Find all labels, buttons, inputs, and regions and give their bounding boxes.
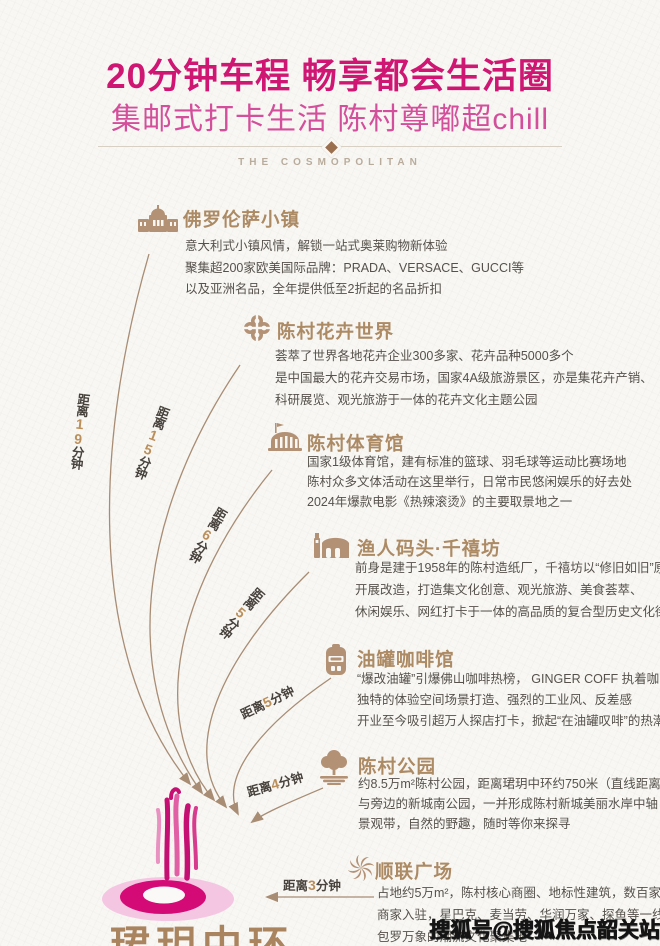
distance-label: 距离4分钟 (245, 770, 306, 800)
location-title: 陈村公园 (358, 756, 437, 777)
location-description: 前身是建于1958年的陈村造纸厂，千禧坊以“修旧如旧”原则 开展改造，打造集文化创… (355, 561, 660, 619)
wharf-icon (312, 530, 350, 565)
tree-icon (318, 748, 350, 790)
distance-label: 距离15分钟 (131, 403, 171, 480)
location-title: 陈村花卉世界 (277, 321, 395, 342)
location-title: 陈村体育馆 (307, 433, 405, 454)
watermark: 搜狐号@搜狐焦点韶关站 (430, 919, 660, 942)
location-description: 约8.5万m²陈村公园，距离珺玥中环约750米（直线距离） 与旁边的新城南公园，一… (358, 777, 660, 831)
location-title: 顺联广场 (375, 861, 454, 882)
landmark-illustration (102, 787, 234, 921)
location-title: 佛罗伦萨小镇 (183, 209, 301, 230)
location-description: 意大利式小镇风情，解锁一站式奥莱购物新体验 聚集超200家欧美国际品牌：PRADA… (185, 239, 524, 296)
distance-label: 距离5分钟 (238, 683, 297, 722)
flower-icon (242, 313, 272, 348)
location-description: 国家1级体育馆，建有标准的篮球、羽毛球等运动比赛场地 陈村众多文体活动在这里举行，… (307, 455, 633, 509)
distance-label: 距离19分钟 (68, 392, 90, 470)
page-subtitle: 集邮式打卡生活 陈村尊嘟超chill (110, 103, 549, 136)
page-title: 20分钟车程 畅享都会生活圈 (106, 57, 554, 96)
italian-town-icon (137, 204, 179, 239)
distance-label: 距离3分钟 (283, 877, 341, 893)
landmark-name: 珺玥中环 (110, 924, 294, 946)
pinwheel-icon (347, 854, 375, 886)
distance-label: 距离6分钟 (185, 504, 229, 565)
diamond-icon (320, 136, 343, 159)
distance-label: 距离5分钟 (216, 584, 267, 641)
location-description: 占地约5万m²，陈村核心商圈、地标性建筑，数百家优质 商家入驻，星巴克、麦当劳、华… (377, 886, 660, 944)
location-description: 荟萃了世界各地花卉企业300多家、花卉品种5000多个 是中国最大的花卉交易市场，… (275, 349, 653, 407)
stadium-icon (268, 422, 302, 457)
location-title: 渔人码头·千禧坊 (357, 538, 501, 559)
brand-caption: THE COSMOPOLITAN (238, 157, 422, 168)
location-title: 油罐咖啡馆 (357, 649, 455, 670)
oil-tank-icon (323, 644, 349, 681)
location-description: “爆改油罐”引爆佛山咖啡热榜， GINGER COFF 执着咖啡 独特的体验空间场… (357, 672, 660, 728)
